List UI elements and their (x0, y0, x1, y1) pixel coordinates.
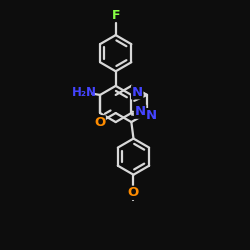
Text: O: O (94, 116, 105, 129)
Text: O: O (128, 186, 139, 199)
Text: N: N (146, 109, 156, 122)
Text: H₂N: H₂N (72, 86, 96, 99)
Text: N: N (134, 105, 146, 118)
Text: N: N (132, 86, 143, 99)
Text: F: F (112, 9, 120, 22)
